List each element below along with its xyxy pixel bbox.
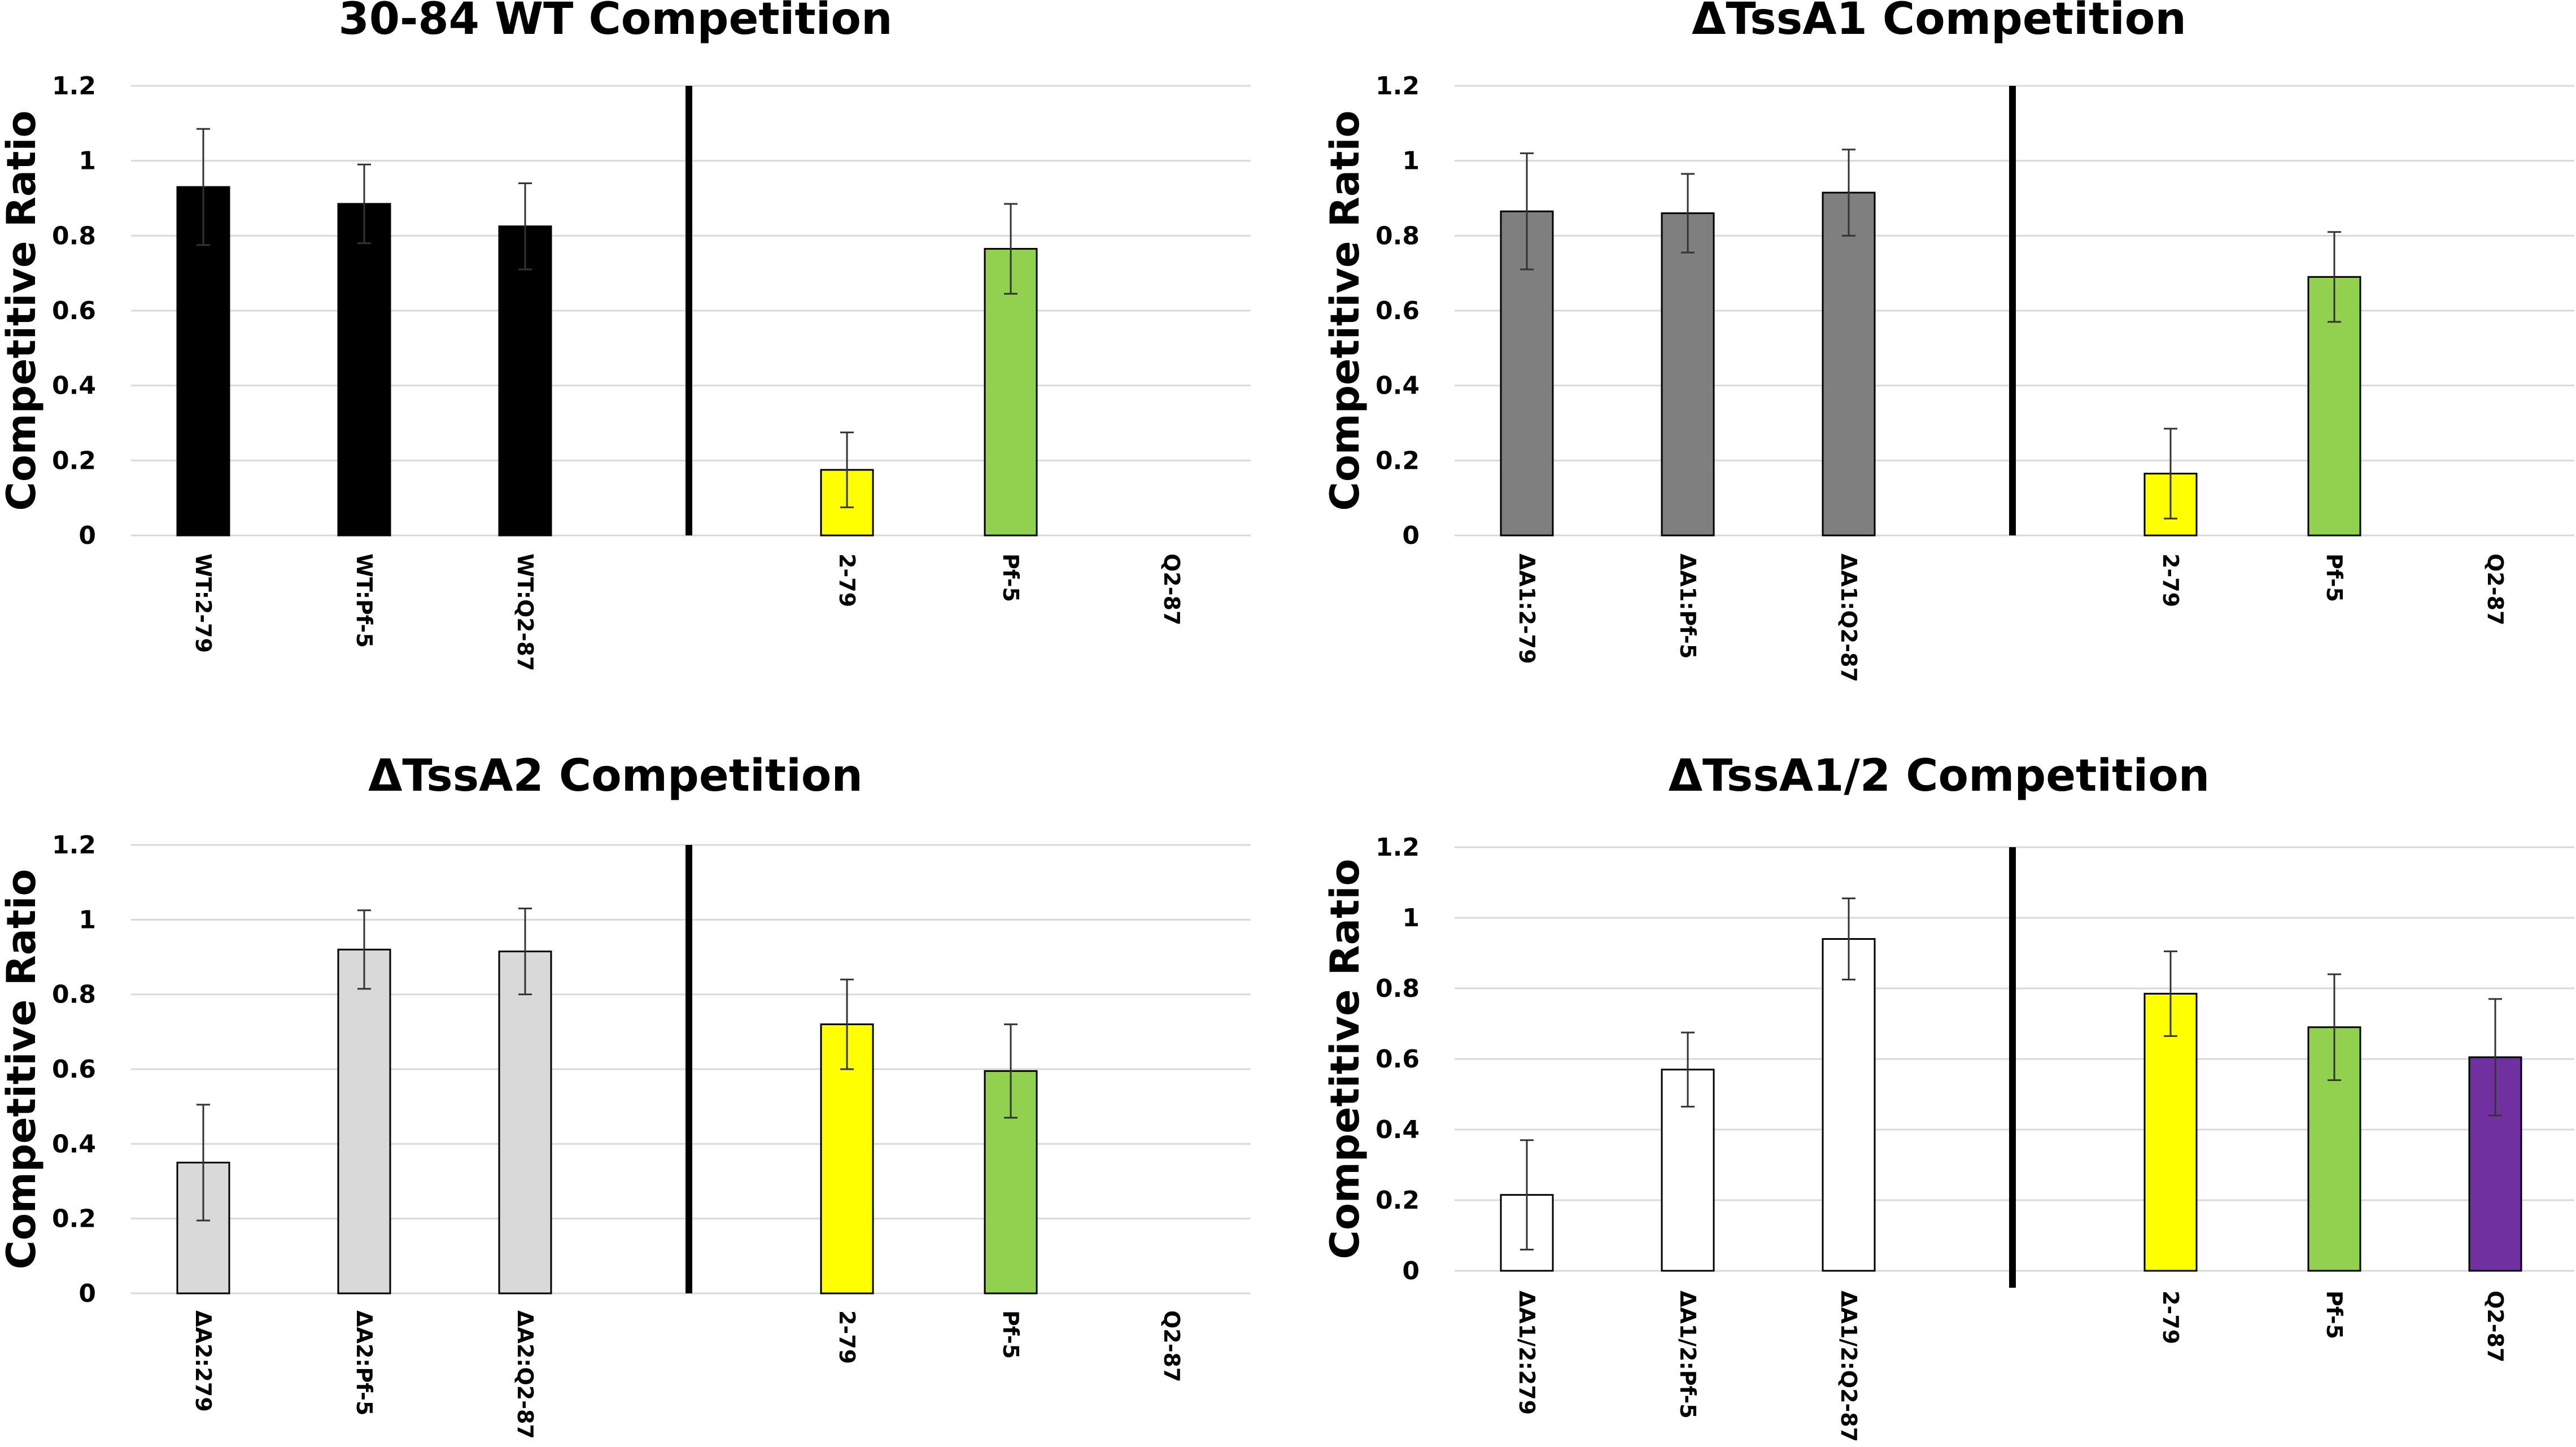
y-tick-label: 0 xyxy=(1402,521,1420,550)
x-category-label: Pf-5 xyxy=(2322,553,2347,602)
x-category-label: ΔA1:2-79 xyxy=(1514,553,1539,664)
y-axis-label: Competitive Ratio xyxy=(0,869,45,1269)
bar xyxy=(498,951,552,1295)
panel-tssa1-competition: ΔTssA1 Competition Competitive Ratio 0 0.2 0… xyxy=(1322,0,2574,682)
x-category-label: Q2-87 xyxy=(2483,1291,2508,1362)
x-category-label: Q2-87 xyxy=(1159,1310,1184,1382)
y-tick-label: 1 xyxy=(78,905,96,934)
y-tick-label: 0.2 xyxy=(1376,446,1420,475)
x-category-label: ΔA1:Pf-5 xyxy=(1675,553,1700,659)
y-tick-label: 0.2 xyxy=(52,446,96,475)
x-category-label: 2-79 xyxy=(835,553,859,607)
y-tick-label: 0 xyxy=(78,1279,96,1308)
y-axis-label: Competitive Ratio xyxy=(0,110,45,511)
chart-title: ΔTssA1 Competition xyxy=(1692,0,2186,45)
y-tick-label: 0.8 xyxy=(52,221,96,250)
x-category-label: ΔA1:Q2-87 xyxy=(1836,553,1861,682)
y-tick-label: 0.4 xyxy=(52,1130,96,1158)
y-tick-label: 0 xyxy=(78,521,96,550)
y-tick-label: 0.8 xyxy=(1376,221,1420,250)
y-tick-label: 0.8 xyxy=(52,980,96,1009)
x-category-label: 2-79 xyxy=(2158,1291,2183,1344)
y-tick-label: 1 xyxy=(1402,904,1420,932)
y-tick-label: 1.2 xyxy=(52,831,96,860)
bar xyxy=(1822,191,1876,537)
chart-title: ΔTssA1/2 Competition xyxy=(1669,751,2210,801)
bar xyxy=(337,203,391,537)
x-category-label: ΔA1/2:Pf-5 xyxy=(1675,1291,1700,1419)
y-tick-label: 0.4 xyxy=(1376,372,1420,400)
y-tick-label: 1.2 xyxy=(1376,72,1420,101)
bar xyxy=(498,225,552,537)
panel-tssa2-competition: ΔTssA2 Competition Competitive Ratio 0 0.2 0… xyxy=(0,751,1251,1439)
x-category-label: WT:Q2-87 xyxy=(513,553,538,671)
chart-title: ΔTssA2 Competition xyxy=(368,751,863,801)
y-tick-label: 0.4 xyxy=(1376,1115,1420,1144)
y-tick-label: 0.6 xyxy=(1376,1045,1420,1074)
y-tick-label: 0.2 xyxy=(52,1205,96,1234)
x-category-label: ΔA2:279 xyxy=(191,1310,216,1412)
bar xyxy=(1822,938,1876,1272)
x-category-label: Q2-87 xyxy=(1159,553,1184,625)
y-tick-label: 0 xyxy=(1402,1257,1420,1285)
bar xyxy=(984,248,1038,537)
panel-tssa12-competition: ΔTssA1/2 Competition Competitive Ratio 0 0.… xyxy=(1322,751,2574,1442)
x-category-label: 2-79 xyxy=(835,1310,859,1364)
y-tick-label: 1.2 xyxy=(1376,833,1420,862)
x-category-label: WT:Pf-5 xyxy=(352,553,377,648)
x-category-label: Pf-5 xyxy=(2322,1291,2347,1339)
x-category-label: ΔA1/2:Q2-87 xyxy=(1836,1291,1861,1442)
y-tick-label: 1.2 xyxy=(52,72,96,101)
y-tick-label: 0.6 xyxy=(52,1055,96,1084)
y-tick-label: 0.4 xyxy=(52,372,96,400)
x-category-label: ΔA2:Q2-87 xyxy=(513,1310,538,1439)
bar xyxy=(337,948,391,1295)
x-category-label: WT:2-79 xyxy=(191,553,216,653)
y-tick-label: 0.6 xyxy=(52,297,96,325)
y-tick-label: 0.8 xyxy=(1376,974,1420,1003)
bar xyxy=(1661,212,1715,537)
x-category-label: ΔA2:Pf-5 xyxy=(352,1310,377,1415)
y-tick-label: 0.6 xyxy=(1376,297,1420,325)
y-tick-label: 1 xyxy=(78,147,96,176)
x-category-label: Q2-87 xyxy=(2483,553,2508,625)
panel-wt-competition: 30-84 WT Competition Competitive Ratio 0 0.… xyxy=(0,0,1251,671)
y-axis-label: Competitive Ratio xyxy=(1322,110,1368,511)
x-category-label: 2-79 xyxy=(2158,553,2183,607)
y-axis-label: Competitive Ratio xyxy=(1322,858,1368,1259)
bar xyxy=(2143,992,2198,1272)
x-category-label: ΔA1/2:279 xyxy=(1514,1291,1539,1415)
x-category-label: Pf-5 xyxy=(998,553,1023,602)
chart-title: 30-84 WT Competition xyxy=(338,0,892,45)
x-category-label: Pf-5 xyxy=(998,1310,1023,1359)
y-tick-label: 1 xyxy=(1402,147,1420,176)
y-tick-label: 0.2 xyxy=(1376,1186,1420,1215)
